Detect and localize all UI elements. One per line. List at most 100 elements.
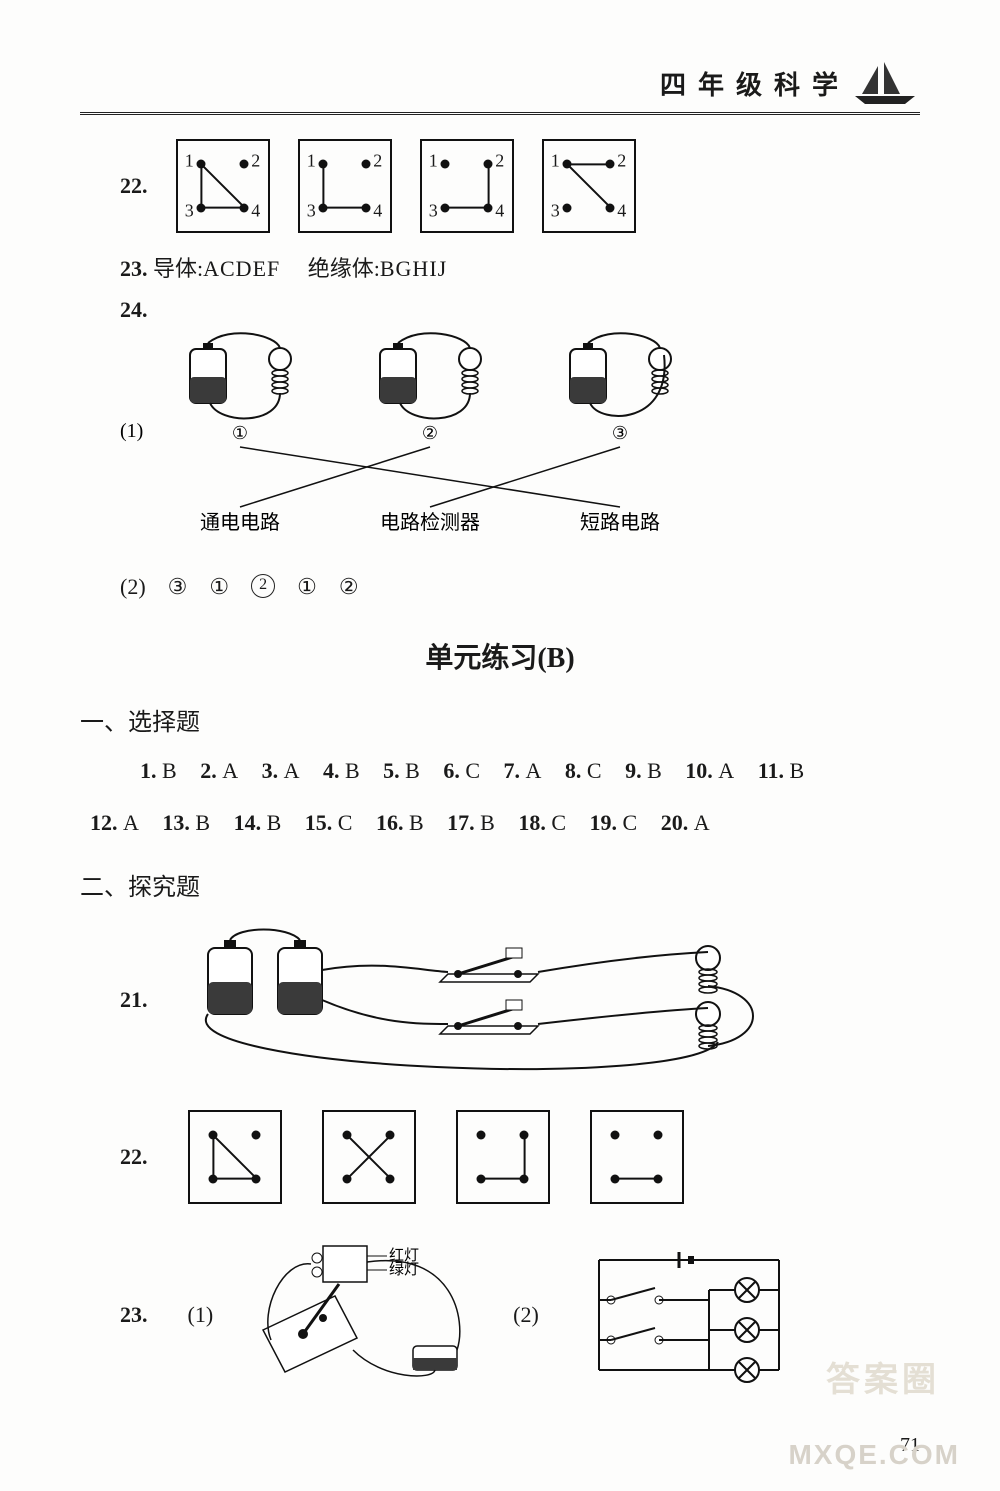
- ans-num: 18.: [518, 810, 551, 835]
- sailboat-icon: [850, 60, 920, 106]
- q22-boxes: 1234 1234 1234 1234: [176, 139, 636, 233]
- ans-val: B: [789, 758, 804, 783]
- ans-num: 7.: [504, 758, 526, 783]
- ans-val: B: [162, 758, 177, 783]
- secA-answers-line2: 12. A 13. B 14. B 15. C 16. B 17. B 18. …: [90, 805, 920, 841]
- q21b-svg: [168, 920, 808, 1080]
- section-title: 单元练习(B): [80, 636, 920, 676]
- q24-ans-item: ①: [209, 574, 229, 600]
- dot-box: [590, 1110, 684, 1204]
- q23b-p1: (1): [188, 1302, 214, 1328]
- ans-val: B: [409, 810, 424, 835]
- q23b-row: 23. (1) 红灯绿灯 (2): [120, 1240, 920, 1390]
- q24-diagram: ① ② ③ (1) 通电电路 电路检测器 短路电路: [120, 329, 920, 564]
- q24-svg: ① ② ③ (1) 通电电路 电路检测器 短路电路: [120, 329, 720, 559]
- dot-box: 1234: [298, 139, 392, 233]
- ans-num: 2.: [200, 758, 222, 783]
- watermark-circle: 答案圈: [826, 1352, 940, 1401]
- secB-heading: 二、探究题: [80, 867, 920, 902]
- dot-box: [322, 1110, 416, 1204]
- ans-num: 1.: [140, 758, 162, 783]
- q23b-p2: (2): [513, 1302, 539, 1328]
- dot-box: [188, 1110, 282, 1204]
- page: 四年级科学 22. 1234123412341234 23. 导体:ACDEF …: [0, 0, 1000, 1491]
- dot-box: 1234: [176, 139, 270, 233]
- ans-val: A: [694, 810, 710, 835]
- q22b-number: 22.: [120, 1144, 148, 1170]
- svg-text:绿灯: 绿灯: [389, 1261, 419, 1278]
- ans-val: B: [647, 758, 662, 783]
- ans-val: B: [267, 810, 282, 835]
- dot-box: 1234: [542, 139, 636, 233]
- q24-ans-item: ①: [297, 574, 317, 600]
- ans-num: 12.: [90, 810, 123, 835]
- ans-num: 20.: [661, 810, 694, 835]
- ans-num: 15.: [305, 810, 338, 835]
- q23-ins-value: BGHIJ: [380, 256, 447, 281]
- page-header: 四年级科学: [80, 60, 920, 106]
- ans-num: 14.: [234, 810, 267, 835]
- ans-val: A: [718, 758, 734, 783]
- watermark-url: MXQE.COM: [788, 1439, 960, 1471]
- ans-val: C: [587, 758, 602, 783]
- ans-val: B: [345, 758, 360, 783]
- ans-val: A: [526, 758, 542, 783]
- ans-val: C: [465, 758, 480, 783]
- ans-val: C: [623, 810, 638, 835]
- ans-val: A: [222, 758, 238, 783]
- dot-box: 1234: [420, 139, 514, 233]
- ans-val: A: [123, 810, 139, 835]
- q23-cond-label: 导体:: [153, 256, 203, 281]
- q22-number: 22.: [120, 173, 148, 199]
- svg-text:①: ①: [232, 423, 248, 443]
- q22b-row: 22.: [120, 1110, 920, 1204]
- q24-number: 24.: [120, 297, 148, 322]
- ans-num: 4.: [323, 758, 345, 783]
- q21b-row: 21.: [120, 920, 920, 1080]
- q23-number: 23.: [120, 256, 148, 281]
- ans-num: 16.: [376, 810, 409, 835]
- q23-row: 23. 导体:ACDEF 绝缘体:BGHIJ: [120, 251, 920, 283]
- ans-num: 19.: [590, 810, 623, 835]
- svg-text:②: ②: [422, 423, 438, 443]
- q24-part2: (2) ③①2①②: [120, 574, 920, 600]
- header-title: 四年级科学: [660, 65, 850, 102]
- q24-ans-item: ③: [168, 574, 188, 600]
- q23b-svg1: 红灯绿灯: [253, 1240, 473, 1390]
- svg-text:短路电路: 短路电路: [580, 511, 660, 534]
- ans-num: 13.: [162, 810, 195, 835]
- ans-num: 11.: [758, 758, 790, 783]
- ans-num: 8.: [565, 758, 587, 783]
- svg-text:(1): (1): [120, 420, 143, 442]
- q21b-number: 21.: [120, 987, 148, 1013]
- ans-val: B: [405, 758, 420, 783]
- dot-box: [456, 1110, 550, 1204]
- ans-num: 3.: [262, 758, 284, 783]
- q24-number-row: 24.: [120, 297, 920, 323]
- q24-part2-answers: ③①2①②: [168, 574, 359, 600]
- q22-row: 22. 1234 1234 1234 1234: [120, 139, 920, 233]
- q23b-svg2: [579, 1240, 799, 1390]
- svg-text:电路检测器: 电路检测器: [380, 511, 480, 534]
- q22b-boxes: [188, 1110, 684, 1204]
- svg-text:通电电路: 通电电路: [200, 511, 280, 534]
- q24-ans-item: ②: [339, 574, 359, 600]
- secA-heading: 一、选择题: [80, 702, 920, 737]
- ans-val: C: [551, 810, 566, 835]
- q23-ins-label: 绝缘体:: [308, 256, 380, 281]
- section-title-paren: (B): [537, 643, 574, 674]
- header-rule: [80, 112, 920, 115]
- q24-ans-item: 2: [251, 574, 275, 598]
- ans-val: C: [338, 810, 353, 835]
- q23b-number: 23.: [120, 1302, 148, 1328]
- ans-num: 6.: [443, 758, 465, 783]
- section-title-text: 单元练习: [425, 643, 537, 674]
- svg-text:③: ③: [612, 423, 628, 443]
- ans-num: 10.: [685, 758, 718, 783]
- ans-val: B: [195, 810, 210, 835]
- ans-val: A: [284, 758, 300, 783]
- ans-num: 17.: [447, 810, 480, 835]
- ans-num: 5.: [383, 758, 405, 783]
- ans-num: 9.: [625, 758, 647, 783]
- ans-val: B: [480, 810, 495, 835]
